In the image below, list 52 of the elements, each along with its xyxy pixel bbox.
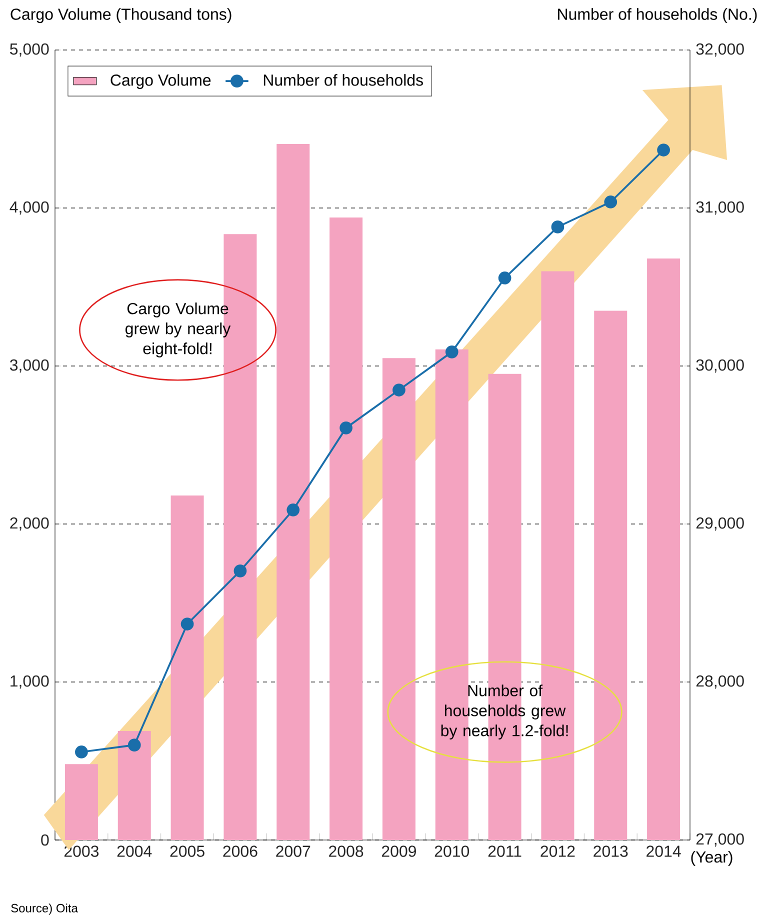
y2-tick-label: 31,000 bbox=[696, 201, 744, 215]
y2-tick-label: 29,000 bbox=[696, 517, 744, 531]
point bbox=[498, 272, 512, 284]
annotation: Cargo Volume grew by nearly eight-fold! bbox=[126, 302, 231, 358]
y2-tick-label: 32,000 bbox=[696, 43, 744, 57]
point bbox=[604, 196, 618, 208]
y-tick-label: 0 bbox=[41, 834, 49, 846]
x-tick-label: 2013 bbox=[594, 846, 628, 857]
y2-axis-title: Number of households (No.) bbox=[558, 8, 757, 24]
y-tick-label: 3,000 bbox=[10, 359, 49, 373]
point bbox=[340, 422, 352, 434]
y2-tick-label: 27,000 bbox=[696, 833, 744, 847]
point bbox=[551, 220, 564, 234]
annotation: Number of households grew by nearly 1.2-fold! bbox=[441, 684, 568, 740]
x-axis-title: (Year) bbox=[691, 850, 732, 866]
y-tick-label: 1,000 bbox=[10, 675, 49, 689]
bar bbox=[594, 310, 628, 840]
bar bbox=[382, 358, 416, 840]
x-tick-label: 2011 bbox=[488, 846, 522, 857]
bar bbox=[276, 144, 310, 840]
point bbox=[180, 618, 194, 630]
x-tick-label: 2005 bbox=[170, 846, 204, 857]
x-tick-label: 2014 bbox=[646, 846, 681, 857]
point bbox=[234, 564, 247, 578]
bar bbox=[330, 217, 363, 840]
point bbox=[445, 346, 458, 358]
y2-tick-label: 28,000 bbox=[696, 675, 744, 689]
bar bbox=[118, 730, 151, 840]
x-tick-label: 2004 bbox=[117, 846, 152, 857]
x-tick-label: 2012 bbox=[540, 846, 575, 857]
legend-label: Cargo Volume bbox=[110, 74, 211, 89]
x-tick-label: 2009 bbox=[382, 846, 416, 857]
source-note: Source) Oita bbox=[11, 904, 78, 915]
y2-tick-label: 30,000 bbox=[696, 359, 744, 373]
x-tick-label: 2007 bbox=[276, 846, 310, 857]
point bbox=[657, 144, 670, 156]
x-tick-label: 2008 bbox=[329, 846, 364, 857]
point bbox=[128, 738, 141, 752]
y-tick-label: 5,000 bbox=[10, 43, 49, 57]
bar bbox=[170, 496, 204, 840]
x-tick-label: 2006 bbox=[223, 846, 258, 857]
point bbox=[392, 384, 406, 396]
bar bbox=[647, 258, 680, 840]
y-tick-label: 4,000 bbox=[10, 201, 49, 215]
y-axis-title: Cargo Volume (Thousand tons) bbox=[10, 8, 232, 24]
y-tick-label: 2,000 bbox=[10, 517, 49, 531]
x-tick-label: 2010 bbox=[434, 846, 470, 857]
point bbox=[75, 746, 88, 758]
point bbox=[286, 504, 300, 516]
bar bbox=[64, 764, 98, 840]
legend-label: Number of households bbox=[264, 74, 423, 86]
x-tick-label: 2003 bbox=[64, 846, 99, 857]
